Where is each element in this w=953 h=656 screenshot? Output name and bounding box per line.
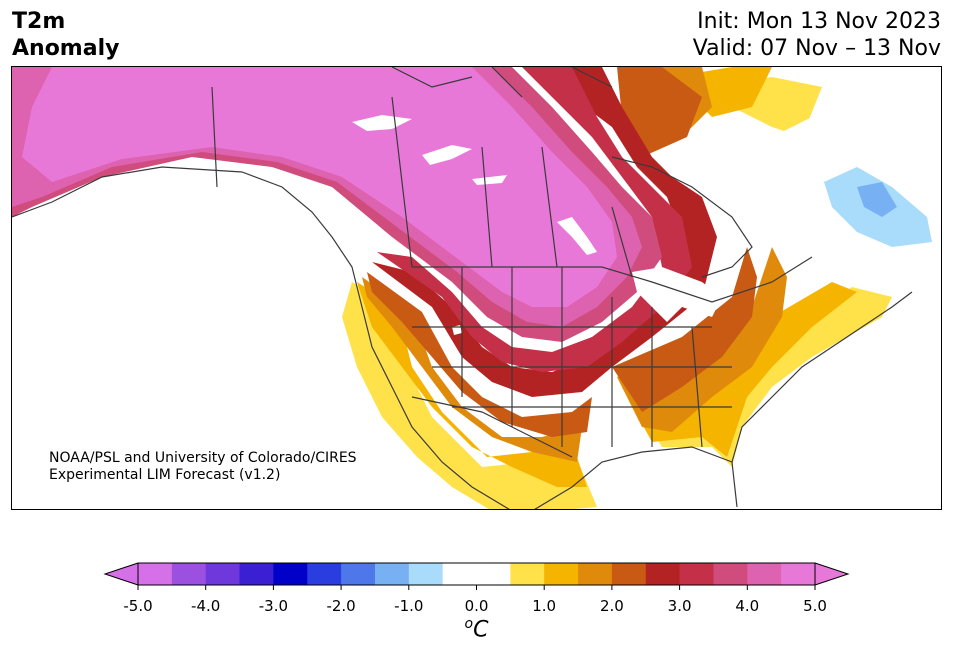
colorbar-cell	[205, 563, 241, 585]
east-coastline	[731, 291, 913, 463]
colorbar-over-triangle	[815, 563, 848, 585]
colorbar-tick-label: -3.0	[258, 597, 289, 615]
colorbar-cell	[645, 563, 681, 585]
anomaly-region-35	[377, 67, 692, 372]
anomaly-fills	[12, 67, 941, 509]
colorbar-cell	[408, 563, 444, 585]
colorbar-tick-label: -2.0	[326, 597, 356, 615]
colorbar-cell	[341, 563, 376, 585]
colorbar-cell	[374, 563, 410, 585]
colorbar-tick-label: -5.0	[123, 597, 153, 615]
colorbar-cell	[273, 563, 308, 585]
colorbar-cell	[476, 563, 511, 585]
colorbar-under-triangle	[105, 563, 138, 585]
colorbar-tick-label: -1.0	[394, 597, 424, 615]
anomaly-region-25	[367, 272, 592, 437]
state-borders	[412, 267, 732, 448]
colorbar-tick-label: 1.0	[532, 597, 557, 615]
hudson-bay-coast	[611, 156, 753, 278]
colorbar-cell	[611, 563, 647, 585]
great-bear-lake	[352, 115, 412, 131]
units-superscript: o	[464, 616, 474, 632]
title-variable: T2m	[12, 9, 66, 34]
great-slave-lake	[422, 145, 472, 165]
colorbar-cells	[138, 563, 816, 585]
province-borders	[211, 86, 633, 278]
colorbar-cell	[171, 563, 207, 585]
colorbar-cell	[138, 563, 173, 585]
credit-text: NOAA/PSL and University of Colorado/CIRE…	[49, 450, 357, 484]
colorbar-cell	[781, 563, 816, 585]
colorbar-cell	[510, 563, 545, 585]
colorbar-cell	[747, 563, 782, 585]
colorbar-tick-label: 0.0	[464, 597, 489, 615]
init-date: Init: Mon 13 Nov 2023	[697, 9, 941, 34]
credit-line-2: Experimental LIM Forecast (v1.2)	[49, 467, 281, 483]
units-base: C	[473, 617, 489, 643]
colorbar-cell	[307, 563, 342, 585]
west-coastline	[12, 166, 510, 509]
us-canada-border	[412, 256, 813, 303]
colorbar-cell	[578, 563, 613, 585]
title-type: Anomaly	[12, 36, 120, 61]
colorbar-units: oC	[0, 616, 953, 642]
colorbar	[103, 562, 850, 590]
great-lakes	[632, 267, 722, 322]
anomaly-region-neg15	[857, 182, 897, 217]
colorbar-cell	[544, 563, 579, 585]
colorbar-under-outline	[103, 562, 139, 586]
colorbar-cell	[679, 563, 714, 585]
colorbar-tick-label: 4.0	[735, 597, 760, 615]
map-title: T2m Anomaly	[12, 8, 119, 62]
colorbar-cell	[713, 563, 748, 585]
lake-athabasca	[472, 175, 507, 185]
lake-winnipeg	[557, 217, 597, 255]
anomaly-map	[11, 66, 942, 510]
colorbar-tick-label: -4.0	[191, 597, 221, 615]
anomaly-region-25b	[612, 247, 757, 412]
colorbar-cell	[442, 563, 477, 585]
colorbar-tick-label: 2.0	[599, 597, 624, 615]
anomaly-region-3	[372, 67, 717, 397]
valid-range: Valid: 07 Nov – 13 Nov	[692, 36, 941, 61]
map-canvas	[12, 67, 941, 509]
forecast-dates: Init: Mon 13 Nov 2023 Valid: 07 Nov – 13…	[693, 8, 941, 62]
lakes	[352, 115, 722, 335]
colorbar-tick-label: 5.0	[803, 597, 827, 615]
arctic-islands	[391, 67, 613, 98]
colorbar-over-outline	[814, 562, 850, 586]
boundaries	[12, 67, 913, 509]
credit-line-1: NOAA/PSL and University of Colorado/CIRE…	[49, 450, 357, 466]
colorbar-ticks	[137, 585, 816, 590]
anomaly-region-5	[22, 67, 617, 307]
us-mexico-border	[411, 396, 573, 458]
colorbar-tick-label: 3.0	[667, 597, 692, 615]
colorbar-cell	[239, 563, 274, 585]
